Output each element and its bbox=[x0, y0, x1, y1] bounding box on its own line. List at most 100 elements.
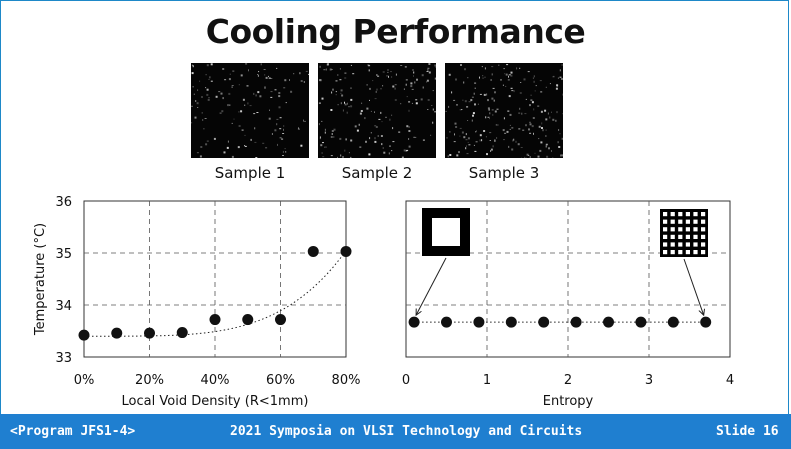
mesh-cell bbox=[701, 242, 706, 247]
speckle bbox=[502, 84, 504, 86]
speckle bbox=[538, 138, 540, 140]
speckle bbox=[533, 80, 535, 83]
speckle bbox=[485, 136, 487, 138]
speckle bbox=[199, 155, 202, 158]
speckle bbox=[540, 141, 543, 144]
speckle bbox=[529, 132, 532, 134]
speckle bbox=[359, 112, 362, 115]
speckle bbox=[284, 79, 287, 82]
speckle bbox=[479, 139, 481, 142]
speckle bbox=[347, 102, 348, 105]
speckle bbox=[427, 67, 430, 69]
speckle bbox=[339, 68, 341, 70]
speckle bbox=[541, 122, 543, 125]
footer-bar: <Program JFS1-4> 2021 Symposia on VLSI T… bbox=[0, 414, 791, 449]
speckle bbox=[381, 143, 383, 146]
speckle bbox=[319, 138, 321, 140]
speckle bbox=[406, 125, 409, 128]
speckle bbox=[206, 140, 209, 142]
speckle bbox=[191, 122, 193, 124]
speckle bbox=[342, 109, 344, 112]
speckle bbox=[412, 69, 414, 71]
speckle bbox=[374, 111, 375, 113]
speckle bbox=[445, 110, 447, 112]
speckle bbox=[463, 81, 465, 84]
speckle bbox=[462, 99, 464, 101]
speckle bbox=[238, 84, 240, 86]
speckle bbox=[228, 92, 231, 95]
speckle bbox=[345, 138, 347, 141]
speckle bbox=[426, 81, 428, 83]
speckle bbox=[331, 133, 333, 135]
speckle bbox=[491, 73, 493, 76]
speckle bbox=[283, 125, 285, 127]
speckle bbox=[507, 79, 510, 81]
speckle bbox=[525, 157, 527, 158]
speckle bbox=[219, 112, 222, 114]
speckle bbox=[233, 118, 235, 120]
speckle bbox=[374, 125, 377, 127]
speckle bbox=[496, 124, 499, 126]
data-point bbox=[340, 245, 352, 257]
speckle bbox=[391, 114, 393, 116]
frame-inner bbox=[432, 218, 460, 246]
mesh-cell bbox=[701, 234, 706, 239]
mesh-cell bbox=[670, 234, 675, 239]
speckle bbox=[391, 150, 393, 152]
mesh-cell bbox=[701, 250, 706, 255]
speckle bbox=[428, 71, 431, 74]
speckle bbox=[431, 105, 433, 106]
speckle bbox=[197, 89, 199, 91]
speckle bbox=[215, 95, 218, 98]
speckle bbox=[378, 118, 381, 120]
speckle bbox=[320, 144, 323, 147]
mesh-cell bbox=[678, 234, 683, 239]
mesh-cell bbox=[678, 219, 683, 224]
speckle bbox=[432, 90, 434, 92]
speckle bbox=[523, 78, 526, 81]
speckle bbox=[350, 139, 353, 142]
speckle bbox=[421, 74, 424, 77]
mesh-cell bbox=[693, 212, 698, 217]
speckle bbox=[486, 93, 488, 96]
x-tick-label: 4 bbox=[726, 373, 734, 388]
y-tick-label: 36 bbox=[55, 195, 72, 210]
speckle bbox=[209, 76, 211, 79]
speckle bbox=[520, 82, 522, 83]
speckle bbox=[207, 98, 210, 101]
speckle bbox=[466, 106, 469, 108]
speckle bbox=[403, 149, 406, 152]
speckle bbox=[270, 91, 273, 93]
data-point bbox=[275, 314, 286, 326]
speckle bbox=[422, 86, 424, 89]
speckle bbox=[231, 122, 233, 124]
speckle bbox=[508, 75, 509, 78]
speckle bbox=[463, 136, 466, 139]
speckle bbox=[206, 64, 209, 67]
speckle bbox=[500, 79, 502, 81]
mesh-cell bbox=[685, 242, 690, 247]
speckle bbox=[481, 66, 483, 68]
speckle bbox=[389, 118, 391, 121]
speckle bbox=[360, 110, 363, 112]
speckle bbox=[496, 108, 499, 110]
speckle bbox=[556, 111, 558, 114]
speckle bbox=[382, 71, 385, 73]
speckle bbox=[551, 111, 552, 113]
speckle bbox=[332, 136, 335, 138]
speckle bbox=[559, 69, 561, 72]
speckle bbox=[545, 118, 548, 121]
speckle bbox=[529, 104, 531, 107]
speckle bbox=[432, 108, 434, 111]
speckle bbox=[374, 137, 376, 140]
mesh-cell bbox=[685, 250, 690, 255]
speckle bbox=[196, 152, 199, 154]
speckle bbox=[330, 136, 333, 138]
speckle bbox=[237, 146, 240, 149]
y-tick-label: 34 bbox=[55, 299, 72, 314]
speckle bbox=[447, 155, 449, 158]
speckle bbox=[494, 110, 497, 113]
speckle bbox=[324, 146, 326, 148]
speckle bbox=[281, 138, 284, 140]
speckle bbox=[413, 136, 415, 138]
